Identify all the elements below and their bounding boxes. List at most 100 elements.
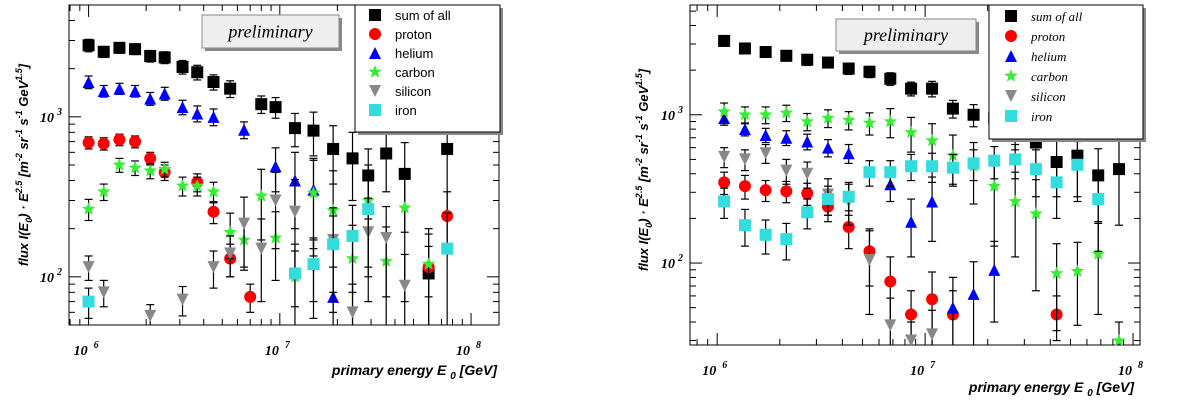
data-point (905, 308, 918, 321)
data-point (97, 286, 110, 299)
data-point (884, 275, 897, 288)
data-point (327, 142, 340, 155)
data-point (207, 110, 220, 123)
data-point (884, 166, 897, 179)
data-point (288, 205, 301, 218)
data-point (738, 180, 751, 193)
series-carbon (81, 157, 436, 325)
x-tick-label-exponent: 7 (930, 360, 936, 371)
data-point (238, 123, 251, 136)
data-point (925, 133, 939, 147)
data-point (441, 142, 454, 155)
data-point (759, 147, 772, 160)
legend-entry: sum of all (1005, 9, 1083, 24)
data-point (821, 193, 834, 206)
data-point (987, 179, 1001, 192)
data-point (307, 258, 320, 271)
legend-label: helium (395, 46, 433, 61)
y-axis-title-part: sr (636, 141, 651, 158)
legend-label: silicon (1031, 89, 1066, 104)
data-point (926, 293, 939, 306)
legend-marker (1005, 90, 1017, 102)
legend-marker (1005, 110, 1017, 122)
series-sum-of-all (718, 34, 1126, 226)
legend-label: sum of all (395, 8, 451, 23)
data-point (207, 205, 220, 218)
x-tick-label-exponent: 6 (94, 340, 99, 351)
y-axis-title-part: GeV (16, 79, 31, 110)
data-point (801, 53, 814, 66)
data-point (1091, 247, 1105, 260)
x-tick-label-exponent: 8 (1138, 360, 1143, 371)
x-tick-label-base: 10 (456, 344, 470, 359)
stamp-box (201, 14, 340, 49)
x-axis-title: primary energy E 0 [GeV] (968, 379, 1135, 399)
data-point (926, 195, 939, 208)
data-point (842, 220, 855, 233)
data-point (97, 85, 110, 98)
legend-marker (1005, 10, 1017, 22)
data-point (113, 133, 126, 146)
x-axis-title: primary energy E 0 [GeV] (331, 362, 498, 382)
y-axis-title-part: ) · E (636, 198, 651, 225)
data-point (1008, 194, 1022, 208)
x-tick-label: 10 8 (1118, 360, 1143, 379)
x-tick-label-exponent: 6 (722, 360, 727, 371)
data-point (842, 62, 855, 75)
data-point (422, 257, 436, 270)
data-point (738, 123, 751, 136)
y-axis-title-part: s (16, 118, 31, 129)
data-point (191, 107, 204, 120)
data-point (800, 114, 814, 128)
data-point (346, 229, 359, 242)
y-axis-title-part: 2.5 (14, 180, 24, 195)
y-tick-label-exponent: 2 (677, 253, 683, 264)
x-tick-label-exponent: 7 (285, 340, 291, 351)
y-tick-label-base: 10 (661, 257, 675, 272)
data-point (904, 125, 918, 139)
data-point (759, 184, 772, 197)
data-point (759, 129, 772, 142)
data-point (780, 185, 793, 198)
data-layer (81, 38, 454, 325)
preliminary-stamp: preliminary (201, 14, 342, 51)
legend-entry: helium (369, 46, 433, 61)
data-point (346, 152, 359, 165)
legend-marker (1005, 50, 1017, 62)
data-point (718, 176, 731, 189)
legend-marker (368, 65, 382, 78)
data-point (1029, 163, 1042, 176)
data-point (441, 242, 454, 255)
data-point (144, 309, 157, 322)
x-axis-title-unit: [GeV] (1093, 379, 1136, 395)
data-point (1112, 333, 1126, 347)
series-helium (718, 111, 1001, 345)
data-point (926, 82, 939, 95)
data-point (380, 231, 393, 244)
data-point (158, 162, 172, 175)
data-point (780, 233, 793, 246)
legend-marker (369, 85, 381, 97)
data-point (821, 56, 834, 69)
y-axis-title-part: GeV (636, 84, 651, 115)
data-point (759, 228, 772, 241)
data-point (946, 102, 959, 115)
data-point (718, 195, 731, 208)
data-point (82, 76, 95, 89)
y-axis-title-part: [m (16, 161, 31, 181)
x-tick-label: 10 6 (74, 340, 99, 359)
data-point (82, 136, 95, 149)
data-point (884, 72, 897, 85)
data-point (288, 267, 301, 280)
y-tick-label-exponent: 2 (56, 267, 62, 278)
data-point (82, 261, 95, 274)
data-point (254, 189, 268, 202)
stamp-label: preliminary (226, 22, 312, 42)
data-point (112, 158, 127, 171)
y-axis-title: flux I(E0) · E2.5 [m-2 sr-1 s-1 GeV1.5] (634, 68, 654, 271)
x-tick-label-base: 10 (910, 364, 924, 379)
data-point (842, 113, 856, 126)
legend: sum of all proton helium carbon silicon iron (354, 4, 503, 135)
data-point (905, 215, 918, 228)
